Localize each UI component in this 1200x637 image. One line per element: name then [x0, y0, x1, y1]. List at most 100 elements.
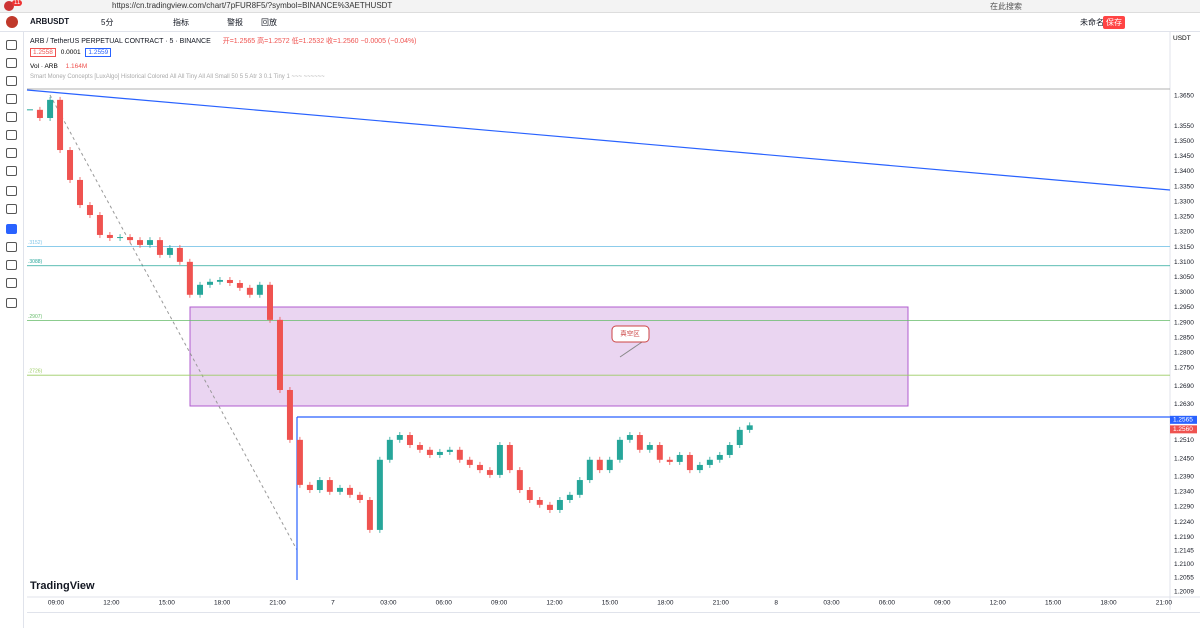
- candle-body: [706, 459, 713, 465]
- y-tick-label: 1.2510: [1174, 437, 1194, 444]
- candle-body: [606, 459, 613, 471]
- candle-body: [176, 247, 183, 262]
- legend-title: ARB / TetherUS PERPETUAL CONTRACT · 5 · …: [30, 38, 211, 45]
- tool-cursor[interactable]: [6, 40, 17, 50]
- y-tick-label: 1.2450: [1174, 455, 1194, 462]
- zone[interactable]: [189, 306, 909, 407]
- candle-body: [57, 99, 64, 151]
- alert[interactable]: 警报: [227, 18, 243, 27]
- candle-body: [596, 459, 603, 471]
- tool-lock[interactable]: [6, 242, 17, 252]
- x-tick-label: 09:00: [934, 600, 951, 607]
- candle-body: [446, 449, 453, 452]
- candle-body: [506, 444, 513, 471]
- candle-body: [526, 490, 533, 500]
- price-label-box: [1170, 425, 1197, 434]
- candle-body: [96, 215, 103, 235]
- callout-pointer: [619, 339, 646, 358]
- quote-row: 1.2558 0.0001 1.2559: [30, 48, 112, 57]
- candle-body: [586, 459, 593, 481]
- tool-pattern[interactable]: [6, 130, 17, 140]
- y-tick-label: 1.3550: [1174, 123, 1194, 130]
- search[interactable]: 在此搜索: [990, 2, 1022, 11]
- indicators[interactable]: 指标: [173, 18, 189, 27]
- candle-body: [566, 494, 573, 500]
- candle-body: [36, 109, 43, 118]
- candle-body: [546, 504, 553, 510]
- tool-magnet[interactable]: [6, 224, 17, 234]
- candle-body: [166, 247, 173, 255]
- tool-eye[interactable]: [6, 278, 17, 288]
- legend: ARB / TetherUS PERPETUAL CONTRACT · 5 · …: [30, 36, 417, 46]
- layout-name[interactable]: 未命名: [1080, 18, 1104, 27]
- trend-line[interactable]: [26, 89, 1171, 191]
- tool-zoom[interactable]: [6, 204, 17, 214]
- candle-body: [436, 451, 443, 455]
- y-tick-label: 1.3200: [1174, 229, 1194, 236]
- callout[interactable]: [611, 325, 650, 343]
- y-tick-label: 1.3000: [1174, 289, 1194, 296]
- candle-body: [416, 444, 423, 450]
- candle-body: [236, 283, 243, 288]
- candle-body: [197, 284, 204, 295]
- x-tick-label: 21:00: [269, 600, 286, 607]
- candle-body: [576, 480, 583, 495]
- candle-body: [396, 435, 403, 440]
- candle-body: [646, 444, 653, 450]
- x-tick-label: 06:00: [436, 600, 453, 607]
- y-tick-label: 1.3450: [1174, 153, 1194, 160]
- candle-body: [726, 444, 733, 455]
- ask[interactable]: 1.2559: [85, 48, 112, 57]
- spread: 0.0001: [60, 49, 81, 56]
- tool-fib[interactable]: [6, 76, 17, 86]
- x-tick-label: 18:00: [214, 600, 231, 607]
- tool-line[interactable]: [6, 58, 17, 68]
- tool-forecast[interactable]: [6, 148, 17, 158]
- save[interactable]: 保存: [1103, 16, 1125, 29]
- tool-hide[interactable]: [6, 260, 17, 270]
- watermark: TradingView: [30, 580, 95, 592]
- candle-body: [146, 240, 153, 245]
- y-tick-label: 1.2630: [1174, 401, 1194, 408]
- candle-body: [106, 234, 113, 238]
- x-tick-label: 12:00: [546, 600, 563, 607]
- tab-count: 11: [12, 0, 23, 6]
- x-tick-label: 12:00: [990, 600, 1007, 607]
- y-tick-label: 1.3050: [1174, 274, 1194, 281]
- bid[interactable]: 1.2558: [30, 48, 56, 57]
- candle-body: [496, 444, 503, 475]
- y-tick-label: 1.3650: [1174, 93, 1194, 100]
- tool-delete[interactable]: [6, 298, 17, 308]
- dashed-line[interactable]: [49, 94, 298, 551]
- currency[interactable]: USDT: [1173, 35, 1191, 42]
- x-tick-label: 8: [774, 600, 778, 607]
- tool-icon[interactable]: [6, 166, 17, 176]
- interval[interactable]: 5分: [101, 18, 114, 27]
- candle-body: [376, 459, 383, 530]
- tool-measure[interactable]: [6, 186, 17, 196]
- y-tick-label: 1.2340: [1174, 489, 1194, 496]
- volume-label: Vol · ARB: [30, 63, 58, 70]
- candle-body: [636, 435, 643, 450]
- y-tick-label: 1.2100: [1174, 561, 1194, 568]
- candle-body: [47, 99, 54, 118]
- replay[interactable]: 回放: [261, 18, 277, 27]
- url[interactable]: https://cn.tradingview.com/chart/7pFUR8F…: [112, 1, 393, 10]
- y-tick-label: 1.3500: [1174, 138, 1194, 145]
- candle-body: [127, 237, 134, 241]
- candle-body: [86, 205, 93, 216]
- tool-text[interactable]: [6, 112, 17, 122]
- candle-body: [656, 444, 663, 460]
- symbol[interactable]: ARBUSDT: [30, 17, 70, 26]
- tool-shape[interactable]: [6, 94, 17, 104]
- candle-body: [256, 284, 263, 295]
- browser-bar: 11 https://cn.tradingview.com/chart/7pFU…: [0, 0, 1200, 13]
- candle-body: [286, 389, 293, 440]
- candle-body: [246, 287, 253, 295]
- candle-body: [137, 240, 144, 245]
- level-label: .2726): [28, 369, 43, 375]
- logo[interactable]: [6, 16, 18, 28]
- avatar[interactable]: [4, 1, 14, 11]
- y-tick-label: 1.3350: [1174, 183, 1194, 190]
